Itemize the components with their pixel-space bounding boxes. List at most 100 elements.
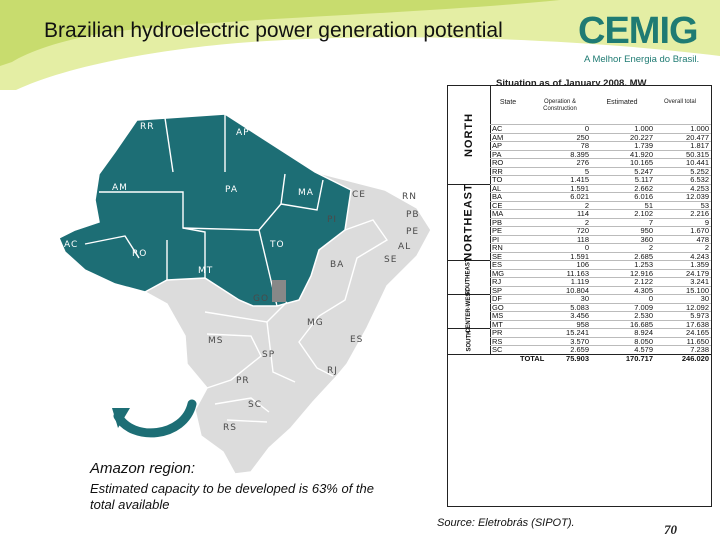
cell-state: CE	[492, 200, 503, 210]
header-operation: Operation & Construction	[543, 99, 577, 112]
state-label-al: AL	[398, 242, 412, 252]
cell-overall: 478	[696, 234, 709, 244]
cell-estimated: 6.016	[634, 192, 653, 201]
state-label-ba: BA	[330, 260, 345, 270]
cell-overall: 30	[700, 294, 709, 303]
cell-state: RO	[492, 158, 504, 167]
cell-estimated: 16.685	[630, 319, 653, 329]
cell-operation: 30	[580, 294, 589, 303]
cell-state: MS	[492, 311, 504, 320]
header-overall: Overall total	[663, 99, 696, 105]
cell-estimated: 4.579	[634, 345, 653, 354]
total-label: TOTAL	[520, 353, 545, 363]
cell-operation: 8.395	[570, 149, 589, 159]
cell-operation: 250	[576, 132, 589, 142]
cell-overall: 15.100	[686, 285, 709, 295]
page-number: 70	[664, 522, 677, 537]
state-label-rr: RR	[140, 122, 155, 132]
cell-estimated: 2.685	[634, 251, 653, 261]
cell-overall: 53	[700, 200, 709, 210]
cell-operation: 118	[577, 234, 589, 244]
cell-estimated: 2.662	[634, 183, 653, 193]
header-state: State	[499, 99, 517, 106]
cell-operation: 106	[576, 260, 589, 269]
cell-overall: 5.973	[690, 311, 709, 320]
cell-overall: 24.179	[686, 268, 709, 278]
cell-state: RN	[492, 243, 503, 252]
cell-state: PR	[492, 328, 503, 337]
cell-state: TO	[492, 175, 503, 184]
cell-estimated: 10.165	[630, 158, 653, 167]
cell-overall: 5.252	[690, 166, 709, 176]
table-row: RS 3.570 8.050 11.650	[490, 336, 711, 347]
cell-state: MT	[492, 319, 503, 329]
cell-overall: 1.817	[690, 141, 709, 150]
cell-estimated: 2	[648, 243, 653, 252]
cell-overall: 17.638	[686, 319, 709, 329]
table-row: MS 3.456 2.530 5.973	[490, 311, 711, 321]
state-label-pa: PA	[225, 185, 239, 195]
table-row: PB 2 7 9	[490, 217, 711, 228]
cell-state: BA	[492, 192, 503, 201]
amazon-note: Amazon region: Estimated capacity to be …	[90, 460, 390, 513]
cell-overall: 4.243	[690, 251, 709, 261]
cell-estimated: 950	[640, 226, 653, 235]
table-row: RO 276 10.165 10.441	[490, 158, 711, 168]
cell-operation: 5.083	[570, 302, 589, 312]
table-row: SE 1.591 2.685 4.243	[490, 251, 711, 262]
table-row: GO 5.083 7.009 12.092	[490, 302, 711, 313]
cell-state: MG	[492, 268, 505, 278]
cell-overall: 1.000	[690, 124, 709, 133]
total-operation: 75.903	[566, 353, 589, 363]
table-row: DF 30 0 30	[490, 294, 711, 304]
cell-estimated: 20.227	[630, 132, 653, 142]
table-row: AL 1.591 2.662 4.253	[490, 183, 711, 194]
cell-overall: 1.359	[690, 260, 709, 269]
table-row: MT 958 16.685 17.638	[490, 319, 711, 330]
cell-overall: 7.238	[690, 345, 709, 354]
state-label-mg: MG	[307, 318, 324, 328]
logo-tagline: A Melhor Energia do Brasil.	[584, 54, 700, 65]
cell-overall: 3.241	[690, 277, 709, 286]
cell-overall: 4.253	[690, 183, 709, 193]
cell-state: AM	[492, 132, 504, 142]
cell-operation: 2	[584, 200, 589, 210]
cell-overall: 2	[704, 243, 709, 252]
cell-state: RJ	[492, 277, 502, 286]
state-label-mt: MT	[198, 266, 214, 276]
state-label-pi: PI	[327, 215, 338, 225]
region-name: CENTER-WEST	[466, 289, 472, 333]
cell-operation: 114	[577, 209, 589, 218]
cell-operation: 0	[584, 243, 589, 252]
state-label-ro: RO	[132, 249, 148, 259]
cell-overall: 6.532	[690, 175, 709, 184]
cell-state: AL	[492, 183, 502, 193]
cell-state: GO	[492, 302, 504, 312]
table-row: SC 2.659 4.579 7.238	[490, 345, 711, 355]
brazil-map	[58, 113, 432, 475]
cell-operation: 0	[584, 124, 589, 133]
cell-estimated: 1.000	[634, 124, 653, 133]
cell-state: SP	[492, 285, 503, 295]
cell-operation: 958	[576, 319, 589, 329]
table-row: PR 15.241 8.924 24.165	[490, 328, 711, 338]
curved-arrow-icon	[112, 399, 197, 438]
table-row: RR 5 5.247 5.252	[490, 166, 711, 177]
cell-estimated: 5.247	[634, 166, 653, 176]
region-name: NORTHEAST	[463, 183, 476, 261]
state-label-pr: PR	[236, 376, 250, 386]
cell-state: RR	[492, 166, 503, 176]
cell-operation: 1.415	[570, 175, 589, 184]
cell-overall: 24.165	[686, 328, 709, 337]
title-band-decoration	[0, 0, 720, 90]
potential-table: State Operation & Construction Estimated…	[447, 85, 712, 507]
cell-state: SE	[492, 251, 503, 261]
state-label-ma: MA	[298, 188, 314, 198]
cell-overall: 10.441	[686, 158, 709, 167]
total-row: TOTAL 75.903 170.717 246.020	[490, 353, 711, 367]
cell-operation: 6.021	[570, 192, 589, 201]
cell-state: MA	[492, 209, 504, 218]
cell-operation: 3.570	[570, 336, 589, 346]
cell-operation: 2.659	[570, 345, 589, 354]
